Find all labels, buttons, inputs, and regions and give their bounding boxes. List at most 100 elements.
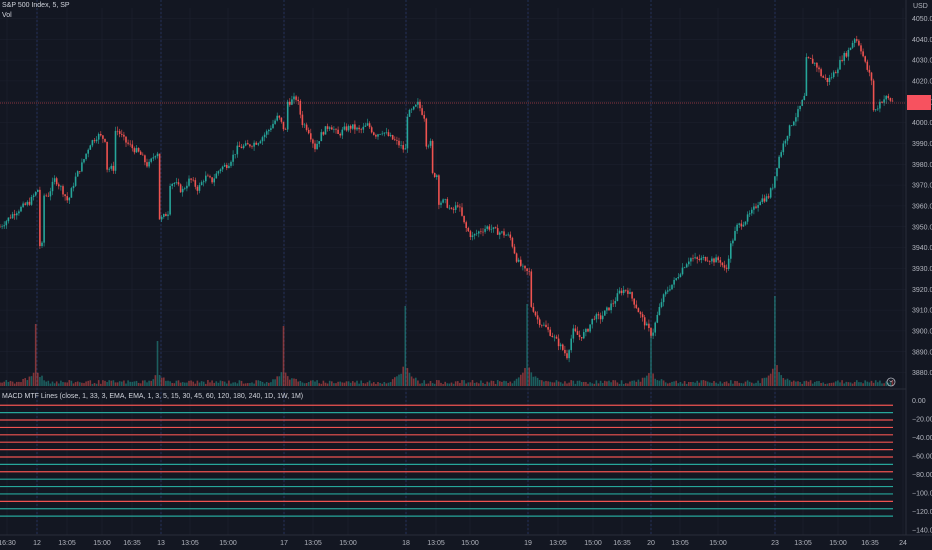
volume-bar	[181, 382, 184, 386]
volume-bar	[643, 377, 646, 386]
volume-bar	[717, 383, 719, 386]
candle-body	[93, 140, 96, 142]
volume-bar	[20, 382, 22, 386]
volume-bar	[885, 381, 887, 386]
volume-bar	[150, 380, 152, 386]
candle-body	[427, 145, 430, 147]
time-axis[interactable]: 16:30 12 13:05 15:00 16:35 13 13:05 15:00 17 13:0…	[0, 540, 907, 547]
candle-body	[509, 234, 512, 238]
volume-bar	[427, 383, 430, 386]
price-candles[interactable]	[0, 35, 894, 363]
volume-bar	[881, 383, 883, 386]
volume-bar	[58, 383, 60, 386]
candle-body	[499, 232, 501, 235]
grid	[0, 8, 906, 535]
volume-bar	[196, 380, 199, 386]
volume-bar	[169, 381, 171, 386]
candle-body	[719, 260, 722, 263]
volume-bar	[839, 382, 841, 386]
candle-body	[343, 126, 346, 130]
candle-body	[375, 134, 377, 137]
candle-body	[276, 115, 278, 121]
volume-bar	[230, 383, 232, 386]
candle-body	[864, 56, 866, 62]
volume-bar	[562, 383, 564, 386]
candle-body	[763, 198, 766, 202]
candle-body	[228, 165, 230, 168]
candle-body	[891, 100, 894, 102]
volume-bar	[95, 383, 98, 386]
macd-tick-label: 0.00	[912, 398, 926, 405]
volume-legend[interactable]: Vol	[2, 12, 12, 19]
candle-body	[713, 258, 715, 263]
candle-body	[280, 117, 283, 122]
candle-body	[45, 195, 47, 197]
macd-tick-label: −60.00	[912, 454, 932, 461]
candle-body	[373, 132, 375, 135]
volume-bar	[614, 380, 617, 386]
volume-bar	[816, 381, 818, 386]
macd-title[interactable]: MACD MTF Lines (close, 1, 33, 3, EMA, EM…	[2, 393, 304, 400]
volume-bar	[809, 380, 812, 386]
candle-body	[293, 96, 295, 100]
volume-bar	[110, 380, 113, 386]
volume-bar	[331, 381, 333, 386]
volume-bar	[671, 381, 673, 386]
volume-bar	[835, 381, 837, 386]
candle-body	[177, 182, 180, 185]
volume-bar	[425, 383, 428, 386]
candle-body	[442, 199, 444, 203]
volume-bar	[360, 380, 362, 386]
candle-body	[34, 191, 37, 196]
volume-title[interactable]: Vol	[2, 12, 12, 19]
candle-body	[268, 129, 270, 132]
volume-bar	[679, 381, 682, 386]
candle-body	[805, 57, 808, 96]
candle-body	[639, 312, 642, 315]
candle-body	[116, 130, 119, 132]
candle-body	[515, 253, 518, 262]
volume-bar	[732, 383, 734, 386]
volume-bar	[184, 382, 186, 386]
candle-body	[755, 206, 757, 208]
volume-bar	[53, 383, 56, 386]
volume-bar	[247, 383, 249, 386]
volume-bar	[116, 382, 119, 386]
volume-bar	[30, 376, 33, 386]
candle-body	[839, 59, 841, 70]
volume-bar	[34, 324, 37, 386]
volume-bar	[175, 380, 178, 386]
volume-bar	[282, 326, 285, 386]
volume-bar	[450, 382, 453, 386]
volume-bar	[744, 381, 747, 386]
price-tick-label: 3940.00	[912, 245, 932, 252]
volume-bar	[146, 382, 148, 386]
volume-bar	[263, 383, 266, 386]
symbol-legend[interactable]: S&P 500 Index, 5, SP	[2, 2, 70, 9]
candle-body	[62, 186, 64, 195]
volume-bar	[436, 380, 438, 386]
volume-bar	[188, 380, 190, 386]
candle-body	[419, 101, 421, 109]
candle-body	[851, 42, 854, 48]
macd-axis[interactable]: 0.00 −20.00 −40.00 −60.00 −80.00 −100.00 −120.…	[912, 398, 932, 534]
candle-body	[345, 126, 348, 131]
candle-body	[643, 317, 646, 326]
reset-chart-button[interactable]	[886, 377, 896, 387]
volume-bar	[83, 383, 85, 386]
candle-body	[404, 148, 407, 150]
candle-body	[196, 186, 199, 191]
volume-bar	[347, 381, 350, 386]
volume-bar	[606, 381, 608, 386]
volume-bar	[742, 383, 745, 386]
candle-body	[440, 202, 442, 205]
macd-legend[interactable]: MACD MTF Lines (close, 1, 33, 3, EMA, EM…	[2, 393, 303, 400]
volume-bar	[877, 382, 879, 386]
candle-body	[776, 167, 778, 177]
price-tick-label: 3880.00	[912, 370, 932, 377]
symbol-title[interactable]: S&P 500 Index, 5, SP	[2, 2, 70, 9]
candle-body	[759, 202, 761, 206]
time-tick-label: 15:00	[219, 540, 237, 547]
candle-body	[706, 260, 709, 262]
